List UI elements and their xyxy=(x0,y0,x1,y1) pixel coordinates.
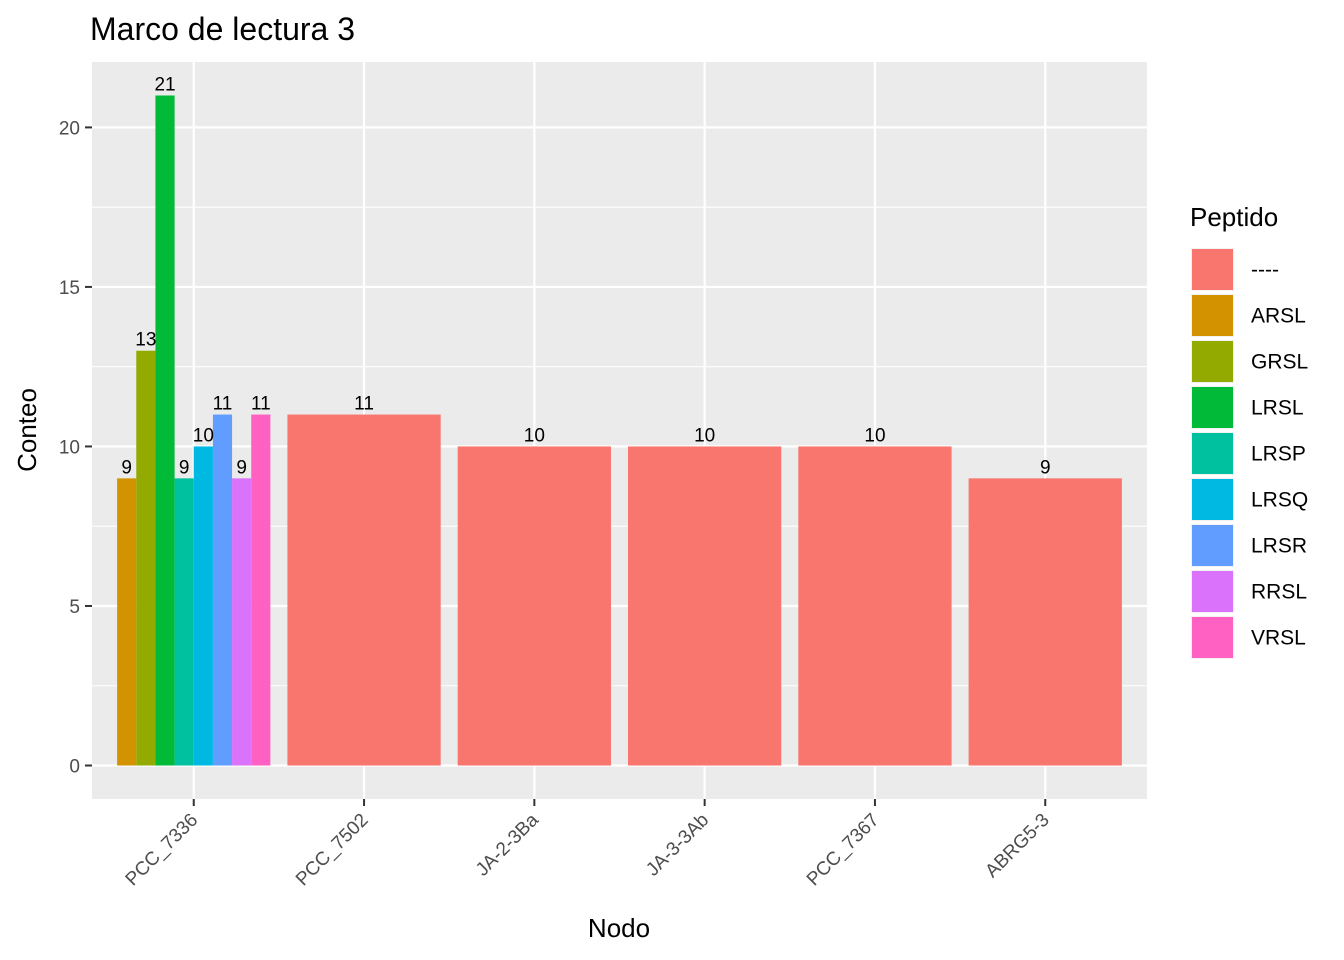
bars-layer xyxy=(117,95,1122,766)
x-tick-label: JA-2-3Ba xyxy=(472,809,543,880)
y-tick-label: 5 xyxy=(69,597,80,618)
x-axis: PCC_7336 PCC_7502 JA-2-3Ba JA-3-3Ab PCC_7367… xyxy=(122,799,1054,890)
bar-value-label: 9 xyxy=(236,457,247,478)
legend-label: LRSP xyxy=(1251,443,1306,466)
legend-swatch xyxy=(1192,433,1233,474)
legend-swatch xyxy=(1192,571,1233,612)
bar xyxy=(155,95,175,766)
x-tick-label: JA-3-3Ab xyxy=(642,810,713,881)
chart-title: Marco de lectura 3 xyxy=(90,11,355,47)
bar-value-label: 11 xyxy=(213,394,233,415)
bar-value-label: 9 xyxy=(121,457,132,478)
bar-value-label: 11 xyxy=(354,394,374,415)
legend-label: LRSQ xyxy=(1251,489,1308,512)
y-axis: 0 5 10 15 20 xyxy=(59,118,92,778)
y-tick-label: 15 xyxy=(59,278,80,299)
bar-value-label: 9 xyxy=(1040,457,1051,478)
bar xyxy=(251,414,271,766)
legend-label: ARSL xyxy=(1251,305,1306,328)
y-axis-title: Conteo xyxy=(12,388,42,472)
bar-value-label: 10 xyxy=(864,425,885,446)
bar-value-label: 13 xyxy=(135,330,156,351)
bar xyxy=(798,446,952,766)
bar xyxy=(628,446,782,766)
bar xyxy=(117,478,137,766)
bar-value-label: 10 xyxy=(524,425,545,446)
bar-value-label: 21 xyxy=(154,75,175,96)
bar-value-label: 9 xyxy=(179,457,190,478)
x-tick-label: ABRG5-3 xyxy=(981,810,1053,882)
bar xyxy=(136,350,156,766)
legend-swatch xyxy=(1192,387,1233,428)
legend-items: ---- ARSL GRSL LRSL LRSP LRSQ LRSR RRSL VRSL xyxy=(1191,248,1308,659)
bar-value-label: 10 xyxy=(694,425,715,446)
y-tick-label: 20 xyxy=(59,118,80,139)
bar xyxy=(212,414,233,766)
legend: Peptido ---- ARSL GRSL LRSL LRSP LRSQ LRSR RRSL… xyxy=(1190,202,1308,659)
y-tick-label: 0 xyxy=(69,757,80,778)
bar-value-label: 10 xyxy=(193,425,214,446)
bar xyxy=(968,478,1122,766)
bar xyxy=(287,414,441,766)
x-tick-label: PCC_7336 xyxy=(122,810,203,891)
bar xyxy=(232,478,252,766)
legend-title: Peptido xyxy=(1190,202,1278,232)
legend-swatch xyxy=(1192,479,1233,520)
legend-label: VRSL xyxy=(1251,627,1306,650)
bar xyxy=(193,446,213,766)
y-tick-label: 10 xyxy=(59,437,80,458)
legend-swatch xyxy=(1192,617,1233,658)
x-tick-label: PCC_7367 xyxy=(803,810,884,891)
x-tick-label: PCC_7502 xyxy=(292,810,373,891)
legend-label: LRSR xyxy=(1251,535,1307,558)
legend-label: GRSL xyxy=(1251,351,1308,374)
legend-swatch xyxy=(1192,525,1233,566)
legend-label: ---- xyxy=(1251,259,1279,282)
legend-swatch xyxy=(1192,341,1233,382)
x-axis-title: Nodo xyxy=(588,913,650,943)
bar-value-label: 11 xyxy=(251,394,271,415)
legend-label: LRSL xyxy=(1251,397,1304,420)
legend-swatch xyxy=(1192,249,1233,290)
bar xyxy=(174,478,194,766)
legend-label: RRSL xyxy=(1251,581,1307,604)
bar xyxy=(457,446,611,766)
legend-swatch xyxy=(1192,295,1233,336)
